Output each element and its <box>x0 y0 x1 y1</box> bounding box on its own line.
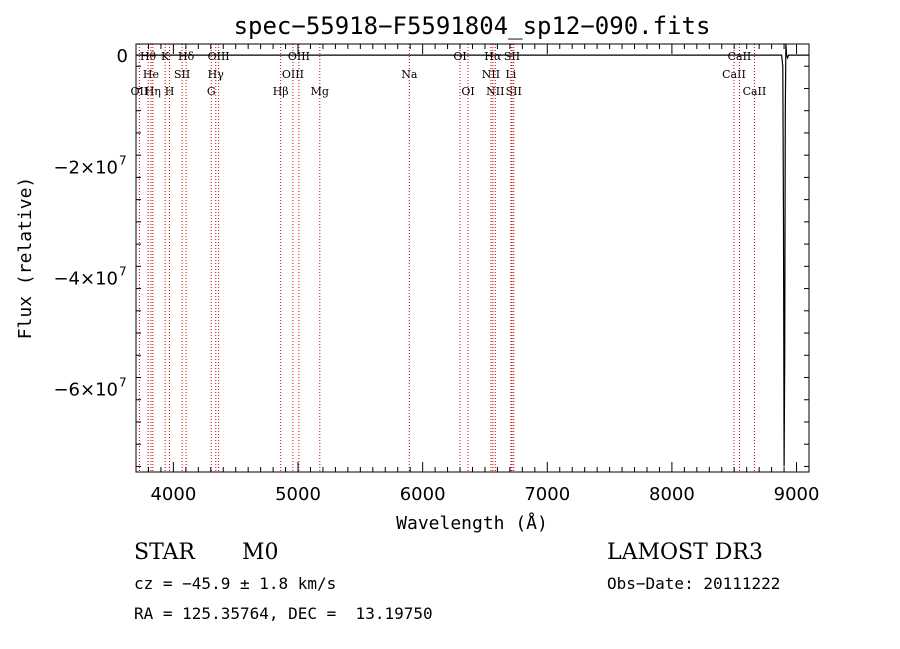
chart-title: spec−55918−F5591804_sp12−090.fits <box>234 12 711 40</box>
spectral-line-label: OI <box>461 85 474 98</box>
spectral-line-label: Li <box>505 68 516 81</box>
spectral-line-label: NII <box>482 68 500 81</box>
spectral-line-label: NII <box>486 85 504 98</box>
spectral-line-label: Hη <box>145 85 161 98</box>
y-tick-label: −6×10 <box>53 380 118 401</box>
x-tick-label: 6000 <box>400 484 446 505</box>
spectral-line-label: CaII <box>722 68 746 81</box>
y-axis-label: Flux (relative) <box>15 177 36 340</box>
x-tick-label: 4000 <box>150 484 196 505</box>
spectral-line-label: OIII <box>288 50 310 63</box>
spectral-line-label: He <box>143 68 159 81</box>
spectral-line-label: Mg <box>311 85 329 98</box>
spectral-line-label: Hγ <box>208 68 225 81</box>
series-layer <box>136 43 809 467</box>
spectral-line-label: CaII <box>743 85 767 98</box>
obs-date-text: Obs−Date: 20111222 <box>607 574 781 593</box>
object-subclass: M0 <box>242 540 279 565</box>
spectral-line-label: OII <box>131 85 149 98</box>
y-tick-label: −2×10 <box>53 157 118 178</box>
spectral-line-label: Hθ <box>140 50 157 63</box>
y-tick-exponent: 7 <box>119 264 127 278</box>
survey-name: LAMOST DR3 <box>607 540 763 565</box>
x-tick-label: 8000 <box>649 484 695 505</box>
spectral-line-label: SII <box>506 85 522 98</box>
x-tick-label: 5000 <box>275 484 321 505</box>
plot-frame <box>135 43 810 473</box>
spectral-line-label: SII <box>504 50 520 63</box>
redshift-text: cz = −45.9 ± 1.8 km/s <box>134 574 337 593</box>
spectral-line-label: H <box>165 85 175 98</box>
spectral-line-label: Hβ <box>273 85 289 98</box>
spectral-line-label: Hδ <box>178 50 195 63</box>
x-tick-label: 7000 <box>524 484 570 505</box>
spectral-line-label: OIII <box>282 68 304 81</box>
series-line-flux <box>136 43 809 467</box>
spectral-line-label: Na <box>401 68 418 81</box>
spectral-line-label: K <box>161 50 170 63</box>
object-class: STAR <box>134 540 195 565</box>
spectral-line-label: Hα <box>484 50 502 63</box>
coordinates-text: RA = 125.35764, DEC = 13.19750 <box>134 604 433 623</box>
y-tick-label: 0 <box>117 46 128 67</box>
spectral-line-label: OIII <box>208 50 230 63</box>
spectral-line-label: SII <box>174 68 190 81</box>
x-axis-label: Wavelength (Å) <box>396 512 548 534</box>
y-axis: 0−2×10 7−4×10 7−6×10 7 <box>53 43 809 467</box>
spectral-line-label: G <box>207 85 216 98</box>
x-tick-label: 9000 <box>774 484 820 505</box>
spectral-line-label: CaII <box>728 50 752 63</box>
y-tick-exponent: 7 <box>119 376 127 390</box>
spectral-line-label: OI <box>453 50 466 63</box>
y-tick-exponent: 7 <box>119 153 127 167</box>
x-axis: 4000 5000 6000 7000 8000 9000 <box>135 44 820 505</box>
spectral-lines-layer: Hθ OII He Hη K H SII Hδ G OIII Hγ Hβ OIII OIII Mg Na OI O… <box>131 44 767 472</box>
y-tick-label: −4×10 <box>53 268 118 289</box>
